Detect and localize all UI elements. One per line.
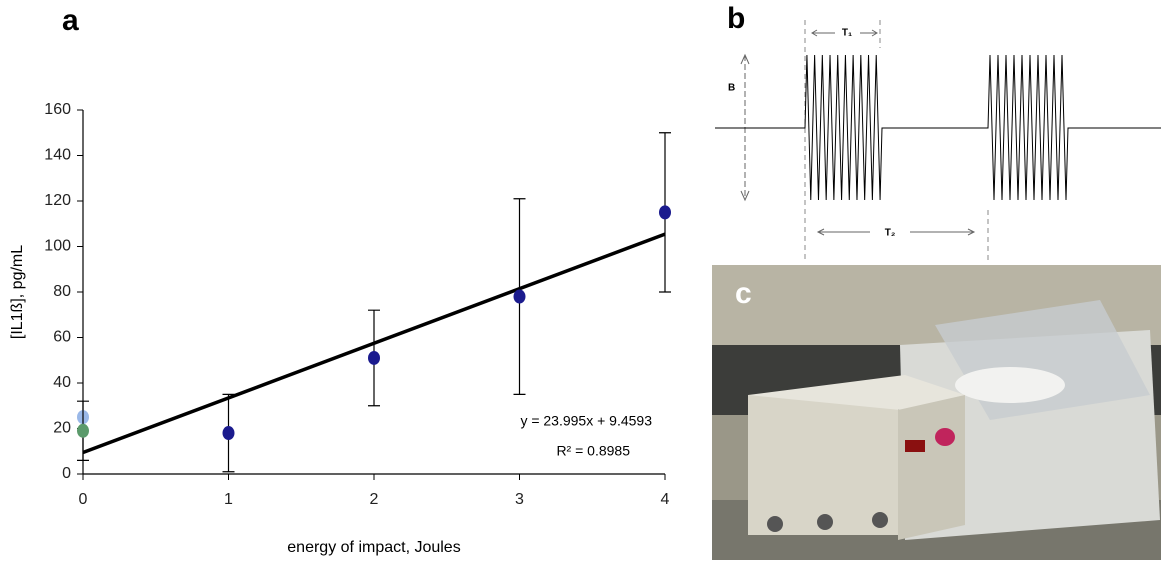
waveform-diagram [715,20,1161,260]
photo-mice [955,367,1065,403]
y-tick-label: 40 [53,374,71,391]
t1-arrow [811,29,878,37]
waveform [715,54,1161,201]
panel-label: b [727,2,745,35]
y-tick-label: 80 [53,283,71,300]
y-tick-label: 60 [53,329,71,346]
x-tick-label: 2 [370,491,379,508]
t2-arrow [816,228,976,236]
photo-device-front [748,395,898,535]
photo-device-top [748,375,965,410]
t1-label: T₁ [842,28,852,39]
y-tick-label: 100 [44,238,71,255]
y-tick-label: 140 [44,147,71,164]
r-squared: R² = 0.8985 [556,443,630,459]
amplitude-label: B [728,83,735,94]
y-tick-label: 20 [53,420,71,437]
equation: y = 23.995x + 9.4593 [520,413,652,429]
panel-label: c [735,277,752,310]
arrow-heads [740,53,750,202]
y-tick-label: 160 [44,101,71,118]
panel-label: a [62,4,79,37]
x-tick-label: 4 [661,491,670,508]
t2-label: T₂ [885,228,896,239]
x-axis-label: energy of impact, Joules [287,539,460,556]
y-tick-label: 0 [62,465,71,482]
x-tick-label: 3 [515,491,524,508]
y-axis-label: [IL1ß], pg/mL [9,245,26,339]
data-point [77,423,89,438]
photo-display [905,440,925,452]
data-point [222,426,235,441]
data-point [659,205,671,220]
data-point [513,289,526,304]
photo-knob [767,516,783,532]
y-tick-label: 120 [44,192,71,209]
x-tick-label: 1 [224,491,233,508]
photo-device-side [898,395,965,540]
x-tick-label: 0 [79,491,88,508]
photo [712,265,1161,560]
photo-button [935,428,955,446]
data-point [368,350,380,365]
photo-knob [817,514,833,530]
photo-knob [872,512,888,528]
